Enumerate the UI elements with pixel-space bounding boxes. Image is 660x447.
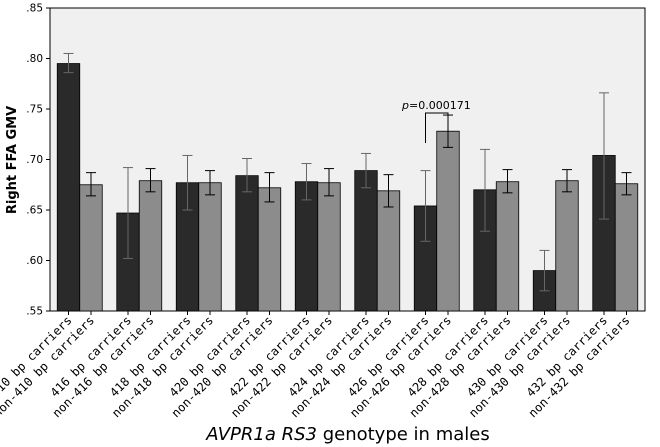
bar [354, 170, 378, 312]
x-axis-label: AVPR1a RS3 genotype in males [205, 424, 489, 445]
error-bar [264, 172, 275, 203]
bar [235, 175, 259, 312]
error-bars-layer [63, 52, 632, 292]
bar [294, 181, 319, 312]
error-bar [383, 174, 394, 208]
error-bar [182, 154, 193, 211]
error-bar [599, 92, 609, 220]
bar [555, 180, 579, 312]
error-bar [63, 52, 74, 74]
significance-bracket [425, 112, 449, 143]
error-bar [123, 167, 133, 259]
error-bar [324, 168, 334, 197]
bars-layer [56, 63, 639, 312]
error-bar [301, 163, 312, 201]
significance-annotation: p=0.000171 [401, 99, 471, 143]
error-bar [621, 172, 632, 196]
bar [495, 181, 520, 312]
y-tick-label: .75 [26, 104, 43, 116]
error-bar [420, 170, 431, 242]
error-bar [502, 169, 513, 194]
bar [257, 187, 282, 312]
bar [198, 182, 222, 312]
bar [56, 63, 81, 312]
error-bar [145, 168, 156, 193]
y-tick-label: .80 [26, 53, 43, 65]
y-tick-label: .60 [26, 255, 43, 267]
bar [614, 183, 639, 312]
bar [79, 184, 103, 312]
error-bar [539, 249, 550, 292]
bar [376, 190, 401, 312]
error-bar [480, 148, 490, 232]
y-tick-label: .85 [26, 3, 43, 15]
bar [436, 130, 460, 312]
error-bar [361, 152, 371, 189]
y-axis: .55 .60 .65 .70 .75 .80 .85 [26, 3, 50, 318]
error-bar [242, 157, 252, 193]
error-bar [205, 170, 215, 196]
y-tick-label: .55 [26, 306, 43, 318]
error-bar [562, 169, 572, 193]
y-axis-label: Right FFA GMV [5, 106, 20, 214]
y-tick-label: .65 [26, 205, 43, 217]
error-bar [86, 172, 96, 197]
y-tick-label: .70 [26, 154, 43, 166]
p-value-label: p=0.000171 [401, 99, 471, 112]
bar [317, 182, 341, 312]
bar [138, 180, 163, 312]
